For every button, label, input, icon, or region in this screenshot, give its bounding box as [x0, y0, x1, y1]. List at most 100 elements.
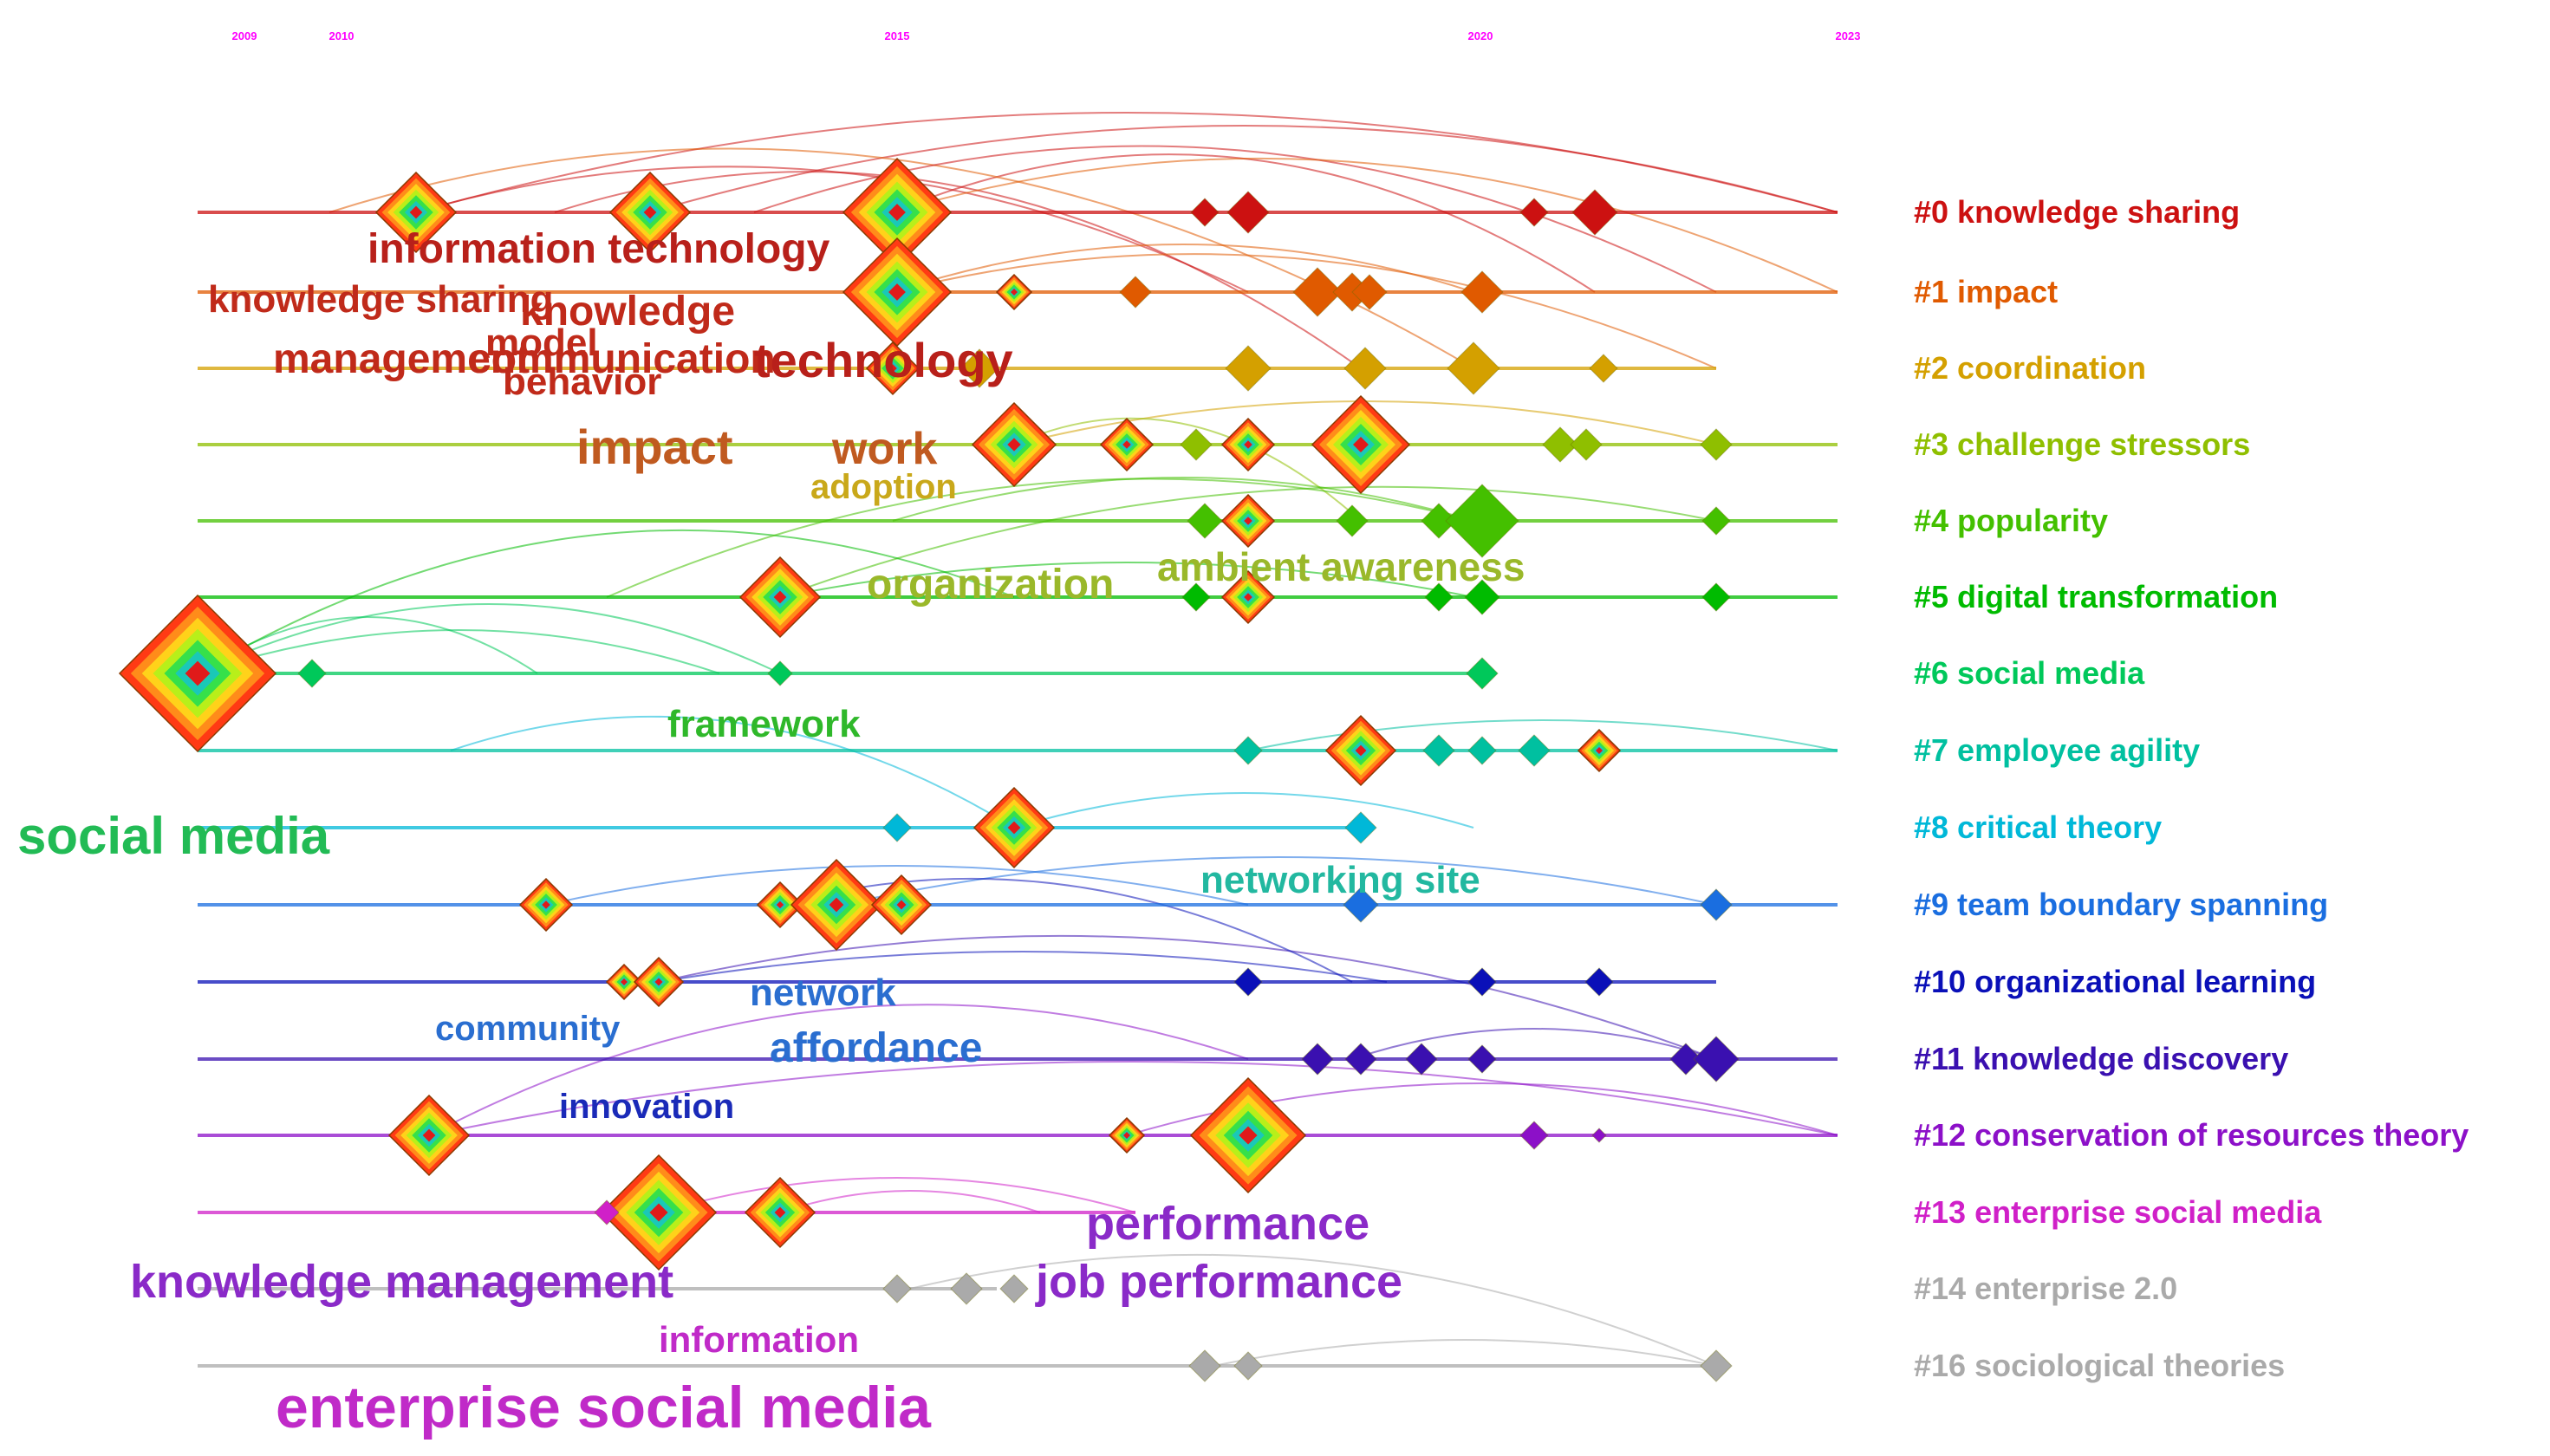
cluster-label: #7 employee agility [1914, 732, 2200, 768]
citation-arc [554, 171, 1362, 369]
keyword-node [1445, 484, 1519, 558]
keyword-node [1233, 1351, 1263, 1381]
citation-arc [779, 485, 1717, 598]
keyword-node [1700, 888, 1733, 921]
keyword-node [1542, 426, 1578, 463]
citation-arc [329, 147, 1474, 369]
keyword-node [1577, 728, 1622, 773]
citation-arc [545, 865, 1249, 906]
keyword-node [1701, 582, 1731, 612]
keyword-node [1220, 493, 1276, 549]
keyword-node [387, 1094, 471, 1177]
citation-arc [779, 1190, 1041, 1213]
keyword-node [738, 556, 822, 639]
keyword-node [1324, 714, 1397, 787]
citation-arc [428, 1004, 1249, 1136]
citation-arc [1247, 719, 1838, 751]
keyword-label: enterprise social media [276, 1375, 932, 1440]
citation-arc [658, 934, 1717, 1060]
keyword-label: work [831, 424, 937, 474]
keyword-node [1220, 417, 1276, 472]
keyword-node [999, 1274, 1029, 1303]
keyword-node [1233, 736, 1263, 765]
keyword-node [882, 813, 912, 842]
citation-arc [658, 951, 1388, 983]
keyword-node [118, 594, 277, 753]
keyword-node [1701, 506, 1731, 536]
keyword-label: knowledge [520, 289, 735, 335]
keyword-node [1700, 428, 1733, 461]
keyword-node [1584, 967, 1614, 997]
keyword-node [608, 171, 692, 254]
keyword-node [973, 786, 1056, 869]
keyword-node [1591, 1128, 1607, 1143]
citation-arc [1013, 792, 1474, 829]
citation-arc [450, 715, 1015, 829]
cluster-label: #9 team boundary spanning [1914, 887, 2328, 922]
keyword-node [1447, 341, 1500, 395]
citation-arc [892, 477, 1474, 522]
keyword-node [518, 877, 574, 933]
keyword-node [1518, 734, 1551, 767]
keyword-node [1421, 503, 1457, 539]
keyword-node [1187, 503, 1223, 539]
citation-arc [892, 157, 1838, 293]
keyword-node [374, 171, 458, 254]
keyword-label: management [273, 336, 530, 382]
keyword-node [744, 1176, 816, 1249]
keyword-node [1700, 1349, 1733, 1382]
citation-arc [1351, 1028, 1717, 1060]
keyword-node [1466, 657, 1499, 690]
keyword-node [960, 348, 999, 388]
keyword-node [842, 237, 953, 348]
cluster-label: #2 coordination [1914, 350, 2146, 386]
citation-arc [428, 1061, 1838, 1136]
keyword-label: model [485, 322, 598, 364]
keyword-node [971, 401, 1057, 488]
cluster-label: #3 challenge stressors [1914, 426, 2250, 462]
cluster-label: #12 conservation of resources theory [1914, 1117, 2469, 1153]
cluster-label: #5 digital transformation [1914, 579, 2278, 614]
citation-arc [606, 478, 1474, 598]
keyword-label: information technology [368, 226, 830, 272]
keyword-node [1464, 579, 1500, 615]
cluster-label: #11 knowledge discovery [1914, 1041, 2288, 1076]
citation-arc [649, 125, 1838, 213]
keyword-node [1589, 354, 1618, 383]
keyword-label: communication [468, 336, 776, 382]
keyword-node [1188, 1349, 1221, 1382]
citation-arc [1013, 417, 1362, 522]
citation-arc [197, 529, 1015, 674]
year-axis: 2009 2010 2015 2020 2023 [232, 29, 1861, 42]
keyword-node [1351, 274, 1388, 310]
keyword-node [1226, 191, 1270, 234]
keyword-label: affordance [770, 1025, 982, 1071]
keyword-node [1099, 417, 1155, 472]
keyword-label: information [659, 1319, 859, 1360]
keyword-node [1225, 345, 1272, 392]
cluster-label: #1 impact [1914, 274, 2058, 309]
cluster-label: #8 critical theory [1914, 809, 2162, 845]
keyword-node [594, 1199, 620, 1225]
keyword-label: ambient awareness [1157, 544, 1525, 589]
keyword-label: impact [576, 419, 733, 474]
cluster-label: #4 popularity [1914, 503, 2108, 538]
keyword-node [842, 157, 953, 268]
keyword-node [1344, 1043, 1377, 1076]
keyword-node [297, 659, 327, 688]
keyword-node [767, 660, 793, 686]
citation-arc [658, 1177, 1136, 1213]
keyword-node [1190, 198, 1220, 227]
keyword-node [950, 1272, 983, 1305]
citation-arc [909, 1253, 1717, 1367]
keyword-node [1424, 582, 1454, 612]
cluster-label: #10 organizational learning [1914, 964, 2316, 999]
keyword-node [1693, 1036, 1740, 1082]
keyword-node [605, 963, 643, 1001]
year-tick-label: 2009 [232, 29, 257, 42]
keyword-node [1343, 347, 1387, 390]
keyword-node [1301, 1043, 1334, 1076]
keyword-node [790, 858, 883, 952]
